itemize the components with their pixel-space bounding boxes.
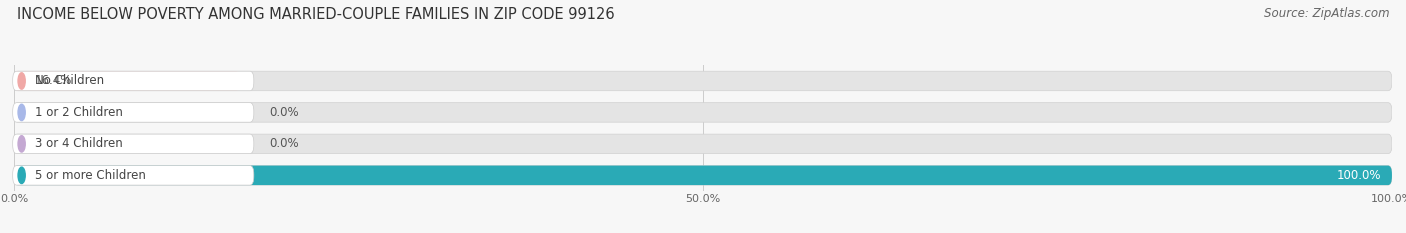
- FancyBboxPatch shape: [14, 71, 1392, 91]
- Circle shape: [18, 167, 25, 184]
- Circle shape: [18, 104, 25, 121]
- Circle shape: [18, 136, 25, 152]
- Text: Source: ZipAtlas.com: Source: ZipAtlas.com: [1264, 7, 1389, 20]
- FancyBboxPatch shape: [14, 71, 240, 91]
- Text: 16.4%: 16.4%: [35, 75, 72, 87]
- FancyBboxPatch shape: [14, 166, 1392, 185]
- FancyBboxPatch shape: [14, 134, 1392, 154]
- Text: 100.0%: 100.0%: [1337, 169, 1381, 182]
- Text: INCOME BELOW POVERTY AMONG MARRIED-COUPLE FAMILIES IN ZIP CODE 99126: INCOME BELOW POVERTY AMONG MARRIED-COUPL…: [17, 7, 614, 22]
- Text: No Children: No Children: [35, 75, 104, 87]
- FancyBboxPatch shape: [14, 103, 1392, 122]
- Circle shape: [18, 73, 25, 89]
- Text: 5 or more Children: 5 or more Children: [35, 169, 146, 182]
- FancyBboxPatch shape: [13, 103, 254, 122]
- Text: 0.0%: 0.0%: [269, 106, 298, 119]
- FancyBboxPatch shape: [14, 166, 1392, 185]
- FancyBboxPatch shape: [13, 134, 254, 154]
- FancyBboxPatch shape: [13, 166, 254, 185]
- FancyBboxPatch shape: [13, 71, 254, 91]
- Text: 0.0%: 0.0%: [269, 137, 298, 150]
- Text: 1 or 2 Children: 1 or 2 Children: [35, 106, 122, 119]
- Text: 3 or 4 Children: 3 or 4 Children: [35, 137, 122, 150]
